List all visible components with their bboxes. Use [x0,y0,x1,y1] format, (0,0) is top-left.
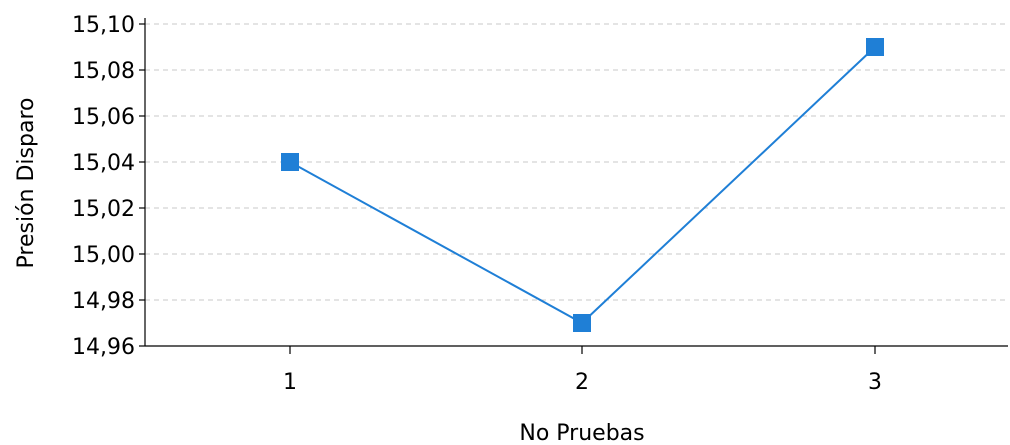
y-tick-label: 15,02 [72,197,135,222]
x-axis-title: No Pruebas [519,421,644,445]
data-point-marker [281,153,299,171]
y-tick-label: 15,06 [72,105,135,130]
axes [144,18,1008,347]
x-tick-label: 1 [283,370,297,395]
y-tick-label: 15,08 [72,59,135,84]
data-point-marker [866,38,884,56]
y-tick-label: 15,04 [72,151,135,176]
y-tick-label: 15,00 [72,243,135,268]
y-tick-label: 14,98 [72,289,135,314]
series-line [289,46,876,325]
x-tick-label: 2 [575,370,589,395]
data-point-marker [573,314,591,332]
y-axis-ticks: 14,96 14,98 15,00 15,02 15,04 15,06 15,08 15,10 [72,13,145,360]
y-tick-label: 14,96 [72,335,135,360]
grid-lines [145,23,1008,347]
y-tick-label: 15,10 [72,13,135,38]
y-axis-title: Presión Disparo [14,98,39,269]
x-axis-ticks: 1 2 3 [283,346,882,395]
series [281,38,884,332]
x-tick-label: 3 [868,370,882,395]
